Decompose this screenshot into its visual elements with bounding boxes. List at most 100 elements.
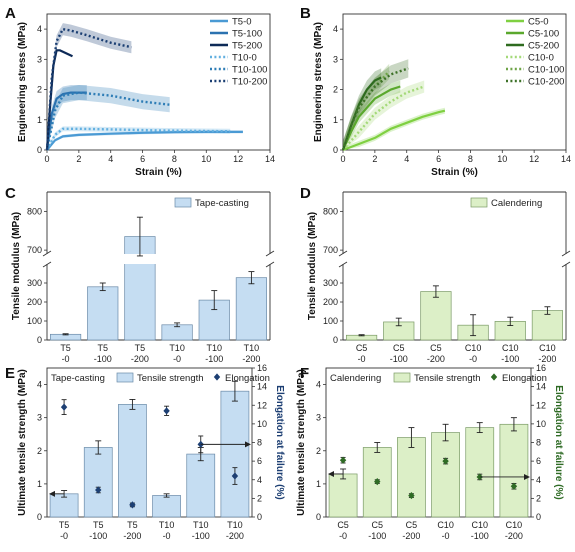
category-label: C5	[371, 520, 383, 530]
y-tick-label: 3	[37, 54, 42, 64]
x-tick-label: 8	[468, 154, 473, 164]
category-label: C10	[502, 343, 519, 353]
category-label: T10	[244, 343, 260, 353]
y-axis-label: Engineering stress (MPa)	[17, 22, 28, 142]
y-tick-label: 0	[37, 145, 42, 155]
axis-break-mark	[561, 250, 571, 257]
bar	[420, 291, 452, 341]
y-tick-label: 0	[333, 145, 338, 155]
category-label: -200	[123, 531, 141, 541]
category-label: -200	[226, 531, 244, 541]
arrow-head	[245, 441, 251, 448]
legend-label: T5-200	[232, 41, 262, 52]
category-label: T5	[135, 343, 146, 353]
bar	[83, 447, 113, 518]
x-tick-label: 4	[404, 154, 409, 164]
x-tick-label: 12	[233, 154, 243, 164]
legend-label: T10-0	[232, 53, 257, 64]
y2-tick-label: 4	[536, 475, 541, 485]
bar-break-gap	[123, 254, 157, 264]
y2-tick-label: 10	[257, 419, 267, 429]
panel-label: C	[5, 185, 16, 202]
y-tick-label: 800	[323, 206, 338, 216]
panel-D: D 0 100 200 300 700 800 Tensile modulus (MPa) C5…	[300, 185, 571, 364]
series-line	[45, 127, 231, 151]
elongation-marker	[163, 407, 170, 415]
category-label: -100	[89, 531, 107, 541]
y-axis-label: Tensile modulus (MPa)	[11, 212, 22, 320]
legend-label: Calendering	[491, 198, 542, 209]
category-label: C10	[539, 343, 556, 353]
elongation-marker	[510, 482, 518, 490]
x-tick-label: 10	[201, 154, 211, 164]
error-band	[47, 85, 170, 150]
legend-label: T10-100	[232, 65, 267, 76]
y-tick-label: 0	[316, 512, 321, 522]
bar	[431, 432, 460, 518]
y-tick-label: 300	[323, 278, 338, 288]
elongation-marker	[95, 486, 102, 494]
category-label: C10	[465, 343, 482, 353]
category-label: -200	[538, 354, 556, 364]
y-tick-label: 2	[37, 446, 42, 456]
y2-tick-label: 8	[257, 438, 262, 448]
category-label: C10	[506, 520, 523, 530]
series-line	[45, 91, 170, 151]
category-label: -0	[62, 354, 70, 364]
category-label: C5	[430, 343, 442, 353]
bar	[186, 453, 216, 518]
x-tick-label: 2	[372, 154, 377, 164]
legend-label: T5-0	[232, 17, 252, 28]
y2-tick-label: 6	[257, 456, 262, 466]
category-label: -200	[131, 354, 149, 364]
bar	[328, 473, 358, 518]
axis-break-mark	[338, 250, 348, 257]
series-line	[342, 85, 425, 151]
series-line	[341, 85, 401, 151]
category-label: T10	[159, 520, 175, 530]
y2-tick-label: 4	[257, 475, 262, 485]
category-label: -0	[358, 354, 366, 364]
bar	[465, 427, 495, 518]
y-tick-label: 800	[27, 206, 42, 216]
y2-tick-label: 14	[536, 382, 546, 392]
x-axis-label: Strain (%)	[431, 167, 478, 178]
panel-label: D	[300, 185, 311, 202]
x-tick-label: 12	[529, 154, 539, 164]
category-label: C5	[393, 343, 405, 353]
y-tick-label: 200	[27, 297, 42, 307]
x-tick-label: 10	[497, 154, 507, 164]
x-tick-label: 8	[172, 154, 177, 164]
y-tick-label: 100	[323, 316, 338, 326]
legend-swatch	[174, 197, 192, 208]
bar	[220, 390, 250, 518]
y-tick-label: 1	[37, 479, 42, 489]
legend-label: C10-200	[528, 77, 564, 88]
elongation-marker	[231, 472, 239, 480]
category-label: -200	[242, 354, 260, 364]
series-line	[45, 27, 132, 151]
legend-label: Tape-casting	[51, 373, 105, 384]
category-label: -0	[469, 354, 477, 364]
series-line	[341, 67, 409, 151]
bar	[531, 310, 564, 341]
axis-break-mark	[265, 250, 275, 257]
bar	[499, 423, 529, 518]
panel-label: A	[5, 5, 16, 22]
legend-label: Tensile strength	[137, 373, 204, 384]
y2-tick-label: 0	[257, 512, 262, 522]
category-label: T10	[227, 520, 243, 530]
category-label: T5	[127, 520, 138, 530]
x-tick-label: 6	[140, 154, 145, 164]
panel-C: C 0 100 200 300 700 800 Tensile modulus (MPa) T5…	[5, 185, 275, 364]
arrow-head	[524, 473, 530, 480]
y-axis-label: Engineering stress (MPa)	[313, 22, 324, 142]
category-label: C5	[337, 520, 349, 530]
category-label: C10	[437, 520, 454, 530]
legend-swatch	[116, 372, 134, 383]
y-tick-label: 4	[333, 24, 338, 34]
y-tick-label: 700	[323, 245, 338, 255]
series-line	[342, 109, 446, 152]
series-line	[46, 130, 243, 151]
